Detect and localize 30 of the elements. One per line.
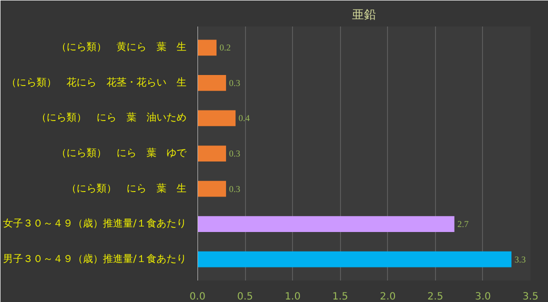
bar: [198, 251, 512, 268]
data-label: 0.3: [229, 148, 241, 158]
x-tick-label: 1.0: [284, 292, 301, 302]
bar: [198, 75, 226, 91]
y-tick-label: （にら類） 花にら 花茎・花らい 生: [6, 76, 186, 88]
x-tick-label: 3.0: [474, 292, 491, 302]
chart-title: 亜鉛: [352, 8, 376, 22]
data-label: 2.7: [457, 219, 470, 230]
data-label: 0.4: [238, 113, 250, 124]
data-label: 3.3: [514, 254, 526, 264]
x-tick-label: 0.0: [190, 292, 206, 302]
x-tick-label: 3.5: [522, 292, 538, 302]
x-tick-label: 2.0: [380, 292, 396, 302]
data-label: 0.3: [229, 184, 241, 194]
y-tick-label: （にら類） にら 葉 生: [66, 182, 186, 194]
bar: [198, 146, 226, 162]
y-tick-label: （にら類） 黄にら 葉 生: [56, 41, 186, 54]
y-tick-label: 男子３０～４９（歳）推進量/１食あたり: [3, 252, 187, 265]
bar: [198, 40, 217, 56]
y-tick-label: （にら類） にら 葉 ゆで: [56, 147, 188, 159]
y-tick-label: （にら類） にら 葉 油いため: [36, 112, 186, 124]
x-tick-label: 1.5: [332, 292, 348, 302]
x-tick-label: 2.5: [427, 292, 444, 302]
bar: [198, 180, 226, 197]
data-label: 0.3: [229, 78, 241, 88]
x-tick-label: 0.5: [237, 292, 254, 302]
bar: [198, 110, 236, 126]
data-label: 0.2: [220, 42, 231, 53]
y-tick-label: 女子３０～４９（歳）推進量/１食あたり: [3, 218, 187, 230]
bar: [198, 216, 454, 232]
